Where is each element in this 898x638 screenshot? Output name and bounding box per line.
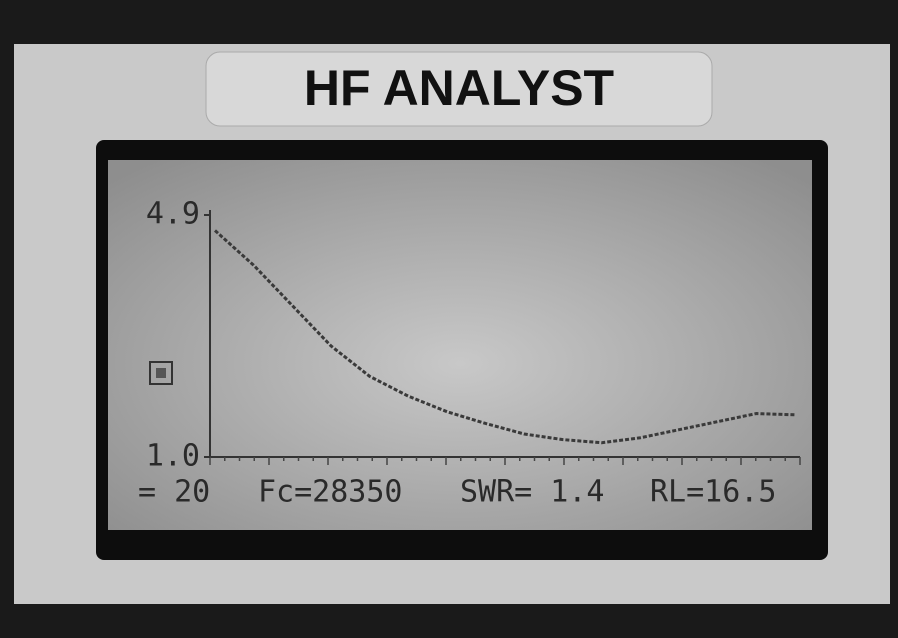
y-tick-label: 4.9 (146, 197, 200, 232)
y-tick-label: 1.0 (146, 439, 200, 474)
device: HF ANALYST 1.0 4.9 = 20 Fc=28350 SWR= 1.4 RL=… (0, 0, 898, 638)
page: HF ANALYST 1.0 4.9 = 20 Fc=28350 SWR= 1.4 RL=… (0, 0, 898, 638)
status-text: Fc=28350 (258, 475, 403, 510)
device-label: HF ANALYST (304, 60, 614, 116)
status-text: = 20 (138, 475, 210, 510)
status-text: RL=16.5 (650, 475, 776, 510)
marker-icon-dot (156, 368, 166, 378)
status-text: SWR= 1.4 (460, 475, 605, 510)
